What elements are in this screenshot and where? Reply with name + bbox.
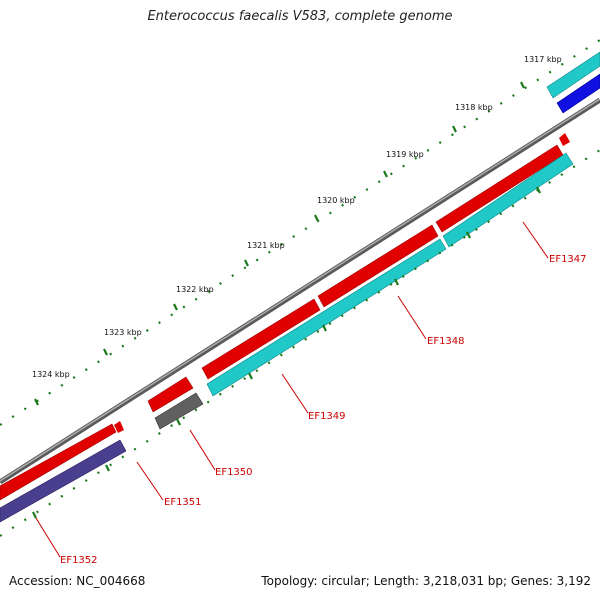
- gene-label-ef1351: EF1351: [164, 497, 202, 508]
- backbone: [0, 97, 600, 485]
- reverse-genes: [0, 51, 600, 523]
- gene-label-ef1348: EF1348: [427, 336, 465, 347]
- gene-forward-ef1348: [317, 224, 439, 308]
- callout-lines: [35, 221, 549, 558]
- scale-label: 1322 kbp: [176, 285, 214, 294]
- scale-label: 1319 kbp: [386, 150, 424, 159]
- gene-reverse-ef1347: [442, 152, 574, 248]
- gene-label-ef1350: EF1350: [215, 467, 253, 478]
- scale-label: 1324 kbp: [32, 370, 70, 379]
- scale-label: 1321 kbp: [247, 241, 285, 250]
- gene-forward-ef1352: [0, 423, 117, 501]
- genome-summary-text: Topology: circular; Length: 3,218,031 bp…: [261, 574, 591, 588]
- gene-forward-ef1352-tip: [114, 421, 124, 433]
- gene-reverse-top-blue: [556, 73, 600, 114]
- scale-label: 1320 kbp: [317, 196, 355, 205]
- scale-label: 1317 kbp: [524, 55, 562, 64]
- gene-label-ef1352: EF1352: [60, 555, 98, 566]
- accession-text: Accession: NC_004668: [9, 574, 146, 588]
- gene-reverse-ef1351: [0, 439, 127, 523]
- gene-label-ef1349: EF1349: [308, 411, 346, 422]
- gene-labels: EF1347 EF1348 EF1349 EF1350 EF1351 EF135…: [60, 254, 587, 566]
- inner-tick-ring: [0, 149, 600, 537]
- gene-reverse-top-cyan: [546, 51, 600, 99]
- gene-forward-ef1349: [201, 298, 321, 380]
- gene-forward-ef1347-tip: [559, 133, 570, 146]
- gene-forward-ef1347: [435, 144, 564, 233]
- scale-label: 1323 kbp: [104, 328, 142, 337]
- outer-tick-ring: [0, 39, 600, 426]
- scale-labels: 1317 kbp 1318 kbp 1319 kbp 1320 kbp 1321…: [32, 55, 562, 379]
- forward-genes: [0, 133, 570, 501]
- gene-reverse-ef1350: [154, 392, 204, 430]
- gene-reverse-ef1349: [206, 238, 447, 397]
- gene-forward-ef1350: [147, 376, 194, 413]
- gene-label-ef1347: EF1347: [549, 254, 587, 265]
- scale-label: 1318 kbp: [455, 103, 493, 112]
- map-title: Enterococcus faecalis V583, complete gen…: [147, 9, 453, 24]
